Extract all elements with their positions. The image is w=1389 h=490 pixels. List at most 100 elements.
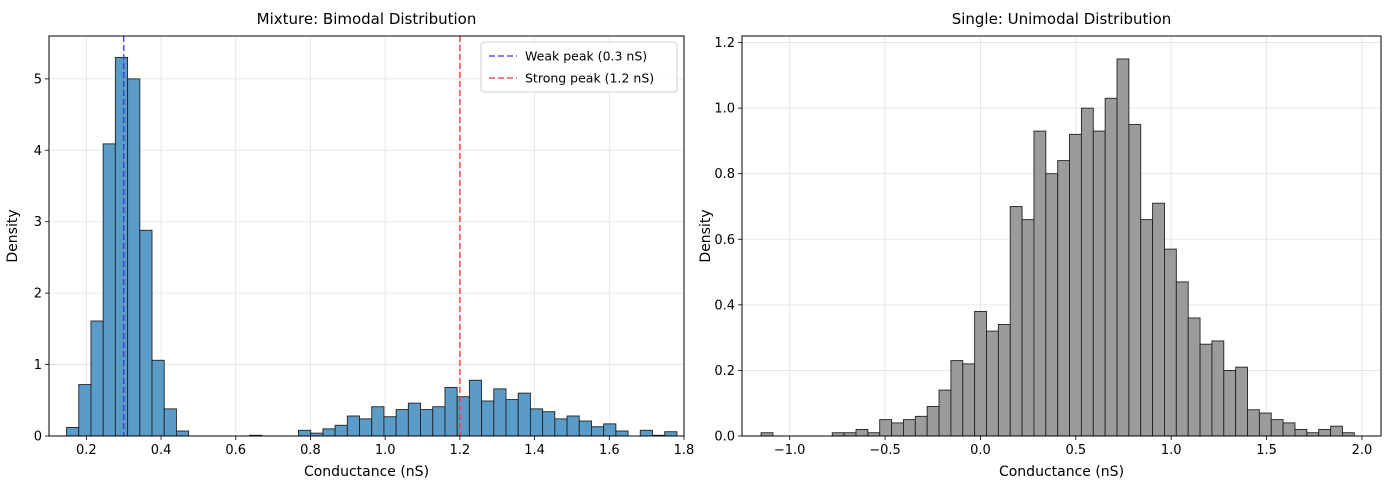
histogram-bar: [1175, 281, 1189, 437]
legend-label: Strong peak (1.2 nS): [525, 71, 654, 86]
histogram-bar: [1282, 422, 1296, 437]
histogram-bar: [151, 359, 165, 437]
histogram-bar: [1199, 343, 1213, 437]
histogram-bar: [855, 428, 869, 437]
x-tick-label: 0.4: [151, 443, 172, 458]
y-tick-label: 0.8: [714, 167, 735, 182]
histogram-bars: [760, 58, 1355, 437]
histogram-bar: [334, 424, 348, 437]
histogram-bar: [1116, 58, 1130, 437]
histogram-bar: [1164, 248, 1177, 437]
histogram-bar: [1152, 202, 1165, 437]
histogram-bar: [1223, 369, 1237, 437]
histogram-bar: [1247, 409, 1260, 437]
x-tick-label: 2.0: [1352, 443, 1373, 458]
x-tick-label: −1.0: [774, 443, 806, 458]
histogram-bar: [542, 411, 556, 437]
ticks: −1.0 −0.5 0.0 0.5 1.0 1.5 2.0 0.0 0.2 0.4 0.6 0.8 1.…: [714, 36, 1372, 458]
x-tick-label: 1.0: [375, 443, 396, 458]
histogram-bar: [139, 229, 153, 437]
histogram-bar: [950, 360, 964, 437]
histogram-bar: [639, 429, 653, 437]
histogram-bar: [1318, 428, 1332, 437]
histogram-bar: [517, 392, 531, 437]
histogram-bar: [322, 428, 336, 437]
ticks: 0.2 0.4 0.6 0.8 1.0 1.2 1.4 1.6 1.8 0 1 2 3 4 5: [34, 72, 695, 458]
histogram-bar: [127, 78, 141, 437]
histogram-bar: [1128, 124, 1142, 437]
x-tick-label: 0.2: [76, 443, 97, 458]
histogram-bar: [1069, 133, 1082, 437]
x-tick-label: 1.5: [1256, 443, 1277, 458]
histogram-bar: [615, 430, 629, 437]
chart-bimodal: Mixture: Bimodal Distribution Conductanc…: [5, 10, 694, 480]
histogram-bar: [1104, 97, 1118, 437]
histogram-bar: [1258, 412, 1272, 437]
histogram-bar: [298, 429, 312, 437]
x-tick-label: 0.0: [970, 443, 991, 458]
histogram-bar: [664, 431, 678, 437]
histogram-bar: [1021, 219, 1035, 437]
histogram-bar: [529, 408, 544, 437]
histogram-bar: [407, 402, 422, 437]
x-tick-label: 1.0: [1161, 443, 1182, 458]
histogram-bar: [371, 406, 385, 437]
histogram-bar: [78, 384, 92, 437]
histogram-bar: [891, 422, 904, 437]
histogram-bar: [432, 406, 446, 437]
histogram-bar: [974, 310, 987, 437]
histogram-bar: [481, 400, 495, 437]
x-tick-label: 1.8: [674, 443, 695, 458]
histogram-bar: [554, 418, 568, 437]
x-axis-label: Conductance (nS): [999, 464, 1124, 480]
chart-unimodal: Single: Unimodal Distribution Conductanc…: [698, 10, 1382, 480]
histogram-bar: [1211, 340, 1225, 437]
histogram-bar: [420, 409, 434, 437]
y-tick-label: 5: [34, 72, 42, 87]
x-tick-label: −0.5: [869, 443, 901, 458]
histogram-bar: [1057, 160, 1070, 437]
x-tick-label: 0.6: [225, 443, 246, 458]
histogram-bar: [1033, 130, 1047, 437]
histogram-bar: [914, 415, 928, 437]
histogram-bar: [66, 426, 80, 437]
histogram-bar: [1270, 419, 1284, 437]
histogram-bar: [1294, 428, 1308, 437]
histogram-bar: [1330, 425, 1343, 437]
histogram-bar: [1187, 317, 1201, 437]
plot-frame: [741, 35, 1382, 437]
histogram-bar: [90, 320, 104, 437]
histogram-bar: [938, 389, 952, 437]
y-tick-label: 3: [34, 215, 42, 230]
y-axis-label: Density: [698, 209, 714, 262]
legend: Weak peak (0.3 nS) Strong peak (1.2 nS): [480, 41, 678, 93]
legend-box: [480, 41, 678, 93]
histogram-bar: [444, 386, 458, 437]
y-tick-label: 2: [34, 287, 42, 302]
histogram-bar: [346, 415, 360, 437]
histogram-bar: [879, 419, 893, 437]
histogram-bar: [926, 406, 940, 437]
x-axis-label: Conductance (nS): [304, 464, 429, 480]
histogram-bar: [591, 426, 605, 437]
y-tick-label: 0.0: [714, 430, 735, 445]
y-tick-label: 1.0: [714, 102, 735, 117]
histogram-bar: [997, 324, 1011, 437]
histogram-bar: [456, 396, 470, 437]
histogram-bar: [986, 330, 999, 437]
histogram-bar: [114, 56, 129, 437]
histogram-bar: [1092, 130, 1106, 437]
histogram-bar: [395, 409, 409, 437]
x-tick-label: 1.2: [450, 443, 471, 458]
x-tick-label: 0.8: [300, 443, 321, 458]
chart-title: Mixture: Bimodal Distribution: [257, 10, 477, 28]
y-tick-label: 4: [34, 144, 42, 159]
y-tick-label: 0: [34, 430, 42, 445]
histogram-bar: [566, 415, 580, 437]
histogram-bars: [66, 56, 678, 437]
histogram-bar: [175, 430, 190, 437]
plot-frame: [48, 35, 685, 437]
histogram-bar: [603, 423, 617, 437]
reference-lines: [122, 36, 461, 436]
